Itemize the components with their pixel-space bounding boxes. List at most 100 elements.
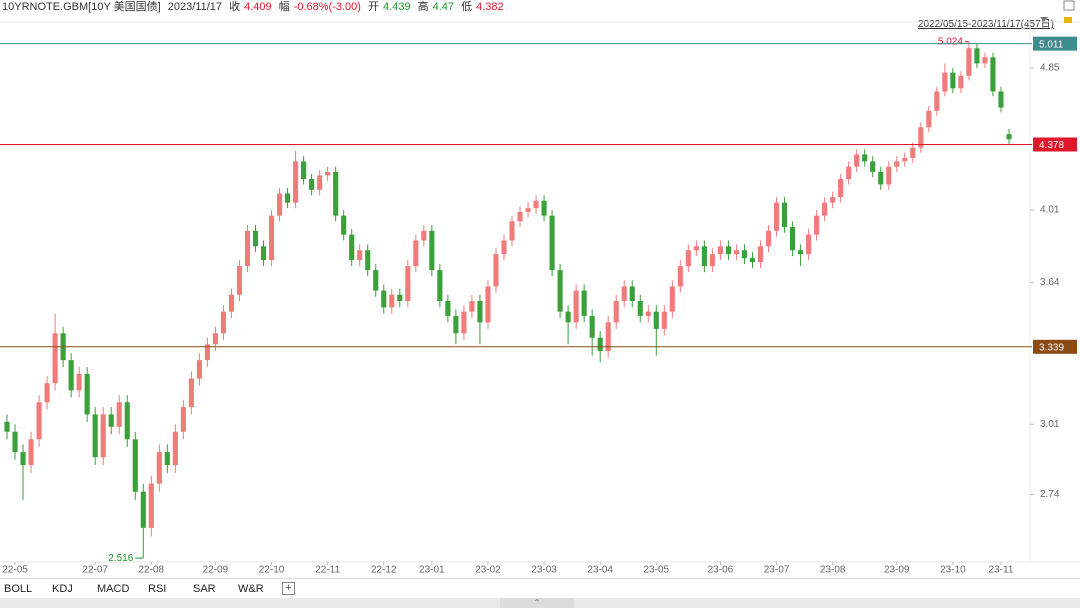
candle-body — [677, 266, 683, 287]
candle-body — [894, 161, 900, 167]
x-tick-label: 22-07 — [82, 565, 108, 576]
candle-body — [685, 250, 691, 267]
low-value: 4.382 — [476, 1, 504, 13]
candle-body — [76, 373, 82, 391]
candle-body — [325, 171, 331, 176]
candle-body — [661, 311, 667, 329]
candle-body — [757, 246, 764, 263]
candle-body — [268, 215, 275, 261]
candle-body — [421, 230, 427, 241]
candle-body — [814, 215, 820, 235]
y-tick-label: 4.85 — [1040, 63, 1060, 74]
layout-icon[interactable] — [1063, 0, 1075, 11]
x-tick-label: 23-07 — [764, 565, 790, 576]
candle-body — [124, 402, 130, 440]
candle-body — [605, 322, 611, 352]
header: 10YRNOTE.GBM[10Y 美国国债] 2023/11/17 收 4.409… — [2, 0, 508, 14]
candle-body — [854, 154, 860, 167]
indicator-tab[interactable]: W&R — [238, 583, 264, 595]
date: 2023/11/17 — [167, 1, 223, 13]
candle-body — [573, 290, 579, 323]
candle-body — [966, 48, 972, 76]
x-tick-label: 23-11 — [989, 565, 1014, 576]
candle-body — [741, 250, 748, 259]
indicator-tab[interactable]: RSI — [148, 583, 167, 595]
candle-body — [36, 402, 42, 440]
price-tag — [1033, 137, 1077, 152]
price-tag-label: 3.339 — [1039, 342, 1064, 353]
candle-body — [517, 211, 523, 222]
high-label: 高 — [417, 1, 429, 13]
indicator-tab[interactable]: MACD — [97, 583, 130, 595]
candle-body — [806, 234, 812, 255]
min-label: 2.516 — [108, 553, 133, 564]
candle-body — [341, 215, 347, 235]
candle-body — [389, 294, 395, 308]
candle-body — [709, 254, 715, 267]
lock-icon[interactable] — [1064, 17, 1072, 23]
candle-body — [781, 202, 788, 227]
candle-body — [301, 161, 307, 180]
candle-body — [693, 246, 699, 251]
candle-body — [838, 179, 844, 198]
candle-body — [621, 286, 627, 302]
x-tick-label: 23-01 — [419, 565, 445, 576]
candle-body — [68, 360, 74, 391]
candle-body — [44, 383, 50, 403]
candle-body — [220, 311, 227, 334]
symbol: 10YRNOTE.GBM[10Y 美国国债] — [2, 1, 161, 13]
candle-body — [493, 254, 499, 287]
candle-body — [990, 57, 996, 92]
candle-body — [549, 215, 555, 271]
candle-body — [381, 290, 387, 308]
y-tick-label: 3.64 — [1040, 277, 1060, 288]
candle-body — [886, 166, 892, 185]
candle-body — [92, 414, 98, 458]
candle-body — [108, 414, 114, 427]
candle-body — [373, 270, 379, 291]
candle-body — [293, 161, 299, 203]
range-selector[interactable]: 2022/05/15-2023/11/17(457日) — [917, 19, 1054, 30]
candle-body — [910, 147, 916, 158]
x-tick-label: 23-03 — [531, 565, 557, 576]
candle-body — [276, 193, 283, 216]
candle-body — [974, 48, 980, 64]
close-label: 收 — [229, 1, 241, 13]
y-tick-label: 4.01 — [1040, 205, 1060, 216]
candle-body — [365, 250, 371, 271]
x-tick-label: 22-10 — [259, 565, 285, 576]
chart: 4.85 4.01 3.64 3.01 2.74 22-05 22-07 22-08 22-09… — [0, 0, 1080, 576]
candle-body — [212, 333, 218, 345]
x-tick-label: 23-04 — [587, 565, 613, 576]
indicator-tab[interactable]: BOLL — [4, 583, 33, 595]
candle-body — [453, 315, 459, 334]
candle-body — [357, 250, 363, 261]
candle-body — [461, 311, 467, 334]
dropdown-icon[interactable] — [1040, 17, 1048, 22]
candle-body — [28, 439, 34, 466]
candle-body — [204, 344, 210, 361]
candle-body — [645, 311, 651, 316]
candle-body — [565, 311, 571, 323]
candle-body — [501, 240, 507, 255]
candle-body — [830, 197, 836, 203]
candle-body — [846, 166, 852, 180]
x-tick-label: 22-08 — [139, 565, 165, 576]
candle-body — [525, 208, 531, 212]
candle-body — [701, 246, 707, 267]
low-label: 低 — [461, 1, 473, 13]
candle-body — [180, 407, 186, 432]
indicator-tab[interactable]: SAR — [193, 583, 216, 595]
candle-body — [413, 240, 419, 267]
candle-body — [405, 266, 411, 302]
price-tag — [1033, 339, 1077, 354]
add-indicator[interactable]: + — [282, 582, 295, 595]
candle-body — [822, 202, 828, 216]
x-tick-label: 22-05 — [2, 565, 28, 576]
candle-body — [789, 226, 796, 251]
indicator-tab[interactable]: KDJ — [52, 583, 73, 595]
open-value: 4.439 — [383, 1, 411, 13]
expand-handle[interactable]: ⌃ — [500, 598, 574, 608]
candle-body — [509, 221, 515, 241]
